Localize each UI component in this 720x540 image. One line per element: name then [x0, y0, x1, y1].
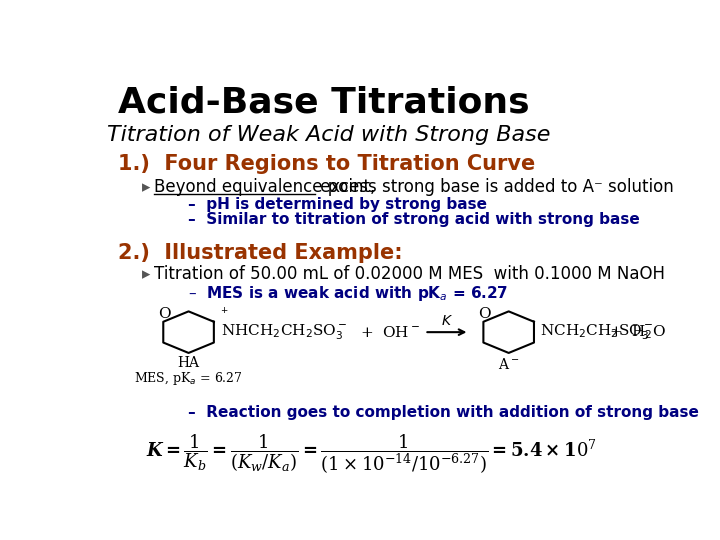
- Text: HA: HA: [178, 356, 199, 370]
- Text: +  H$_2$O: + H$_2$O: [609, 323, 666, 341]
- Text: –  Similar to titration of strong acid with strong base: – Similar to titration of strong acid wi…: [188, 212, 639, 227]
- Text: ▸: ▸: [142, 265, 150, 283]
- Text: Titration of 50.00 mL of 0.02000 M MES  with 0.1000 M NaOH: Titration of 50.00 mL of 0.02000 M MES w…: [154, 265, 665, 283]
- Text: excess strong base is added to A⁻ solution: excess strong base is added to A⁻ soluti…: [315, 178, 673, 196]
- Text: 2.)  Illustrated Example:: 2.) Illustrated Example:: [118, 243, 402, 263]
- Text: O: O: [478, 307, 491, 321]
- Text: NHCH$_2$CH$_2$SO$_3^-$: NHCH$_2$CH$_2$SO$_3^-$: [220, 322, 347, 342]
- Text: +  OH$^-$: + OH$^-$: [360, 325, 420, 340]
- Text: –  Reaction goes to completion with addition of strong base: – Reaction goes to completion with addit…: [188, 405, 698, 420]
- Text: 1.)  Four Regions to Titration Curve: 1.) Four Regions to Titration Curve: [118, 154, 535, 174]
- Text: Acid-Base Titrations: Acid-Base Titrations: [118, 85, 529, 119]
- Text: O: O: [158, 307, 171, 321]
- Text: Beyond equivalence point,: Beyond equivalence point,: [154, 178, 376, 196]
- Text: NCH$_2$CH$_2$SO$_3^-$: NCH$_2$CH$_2$SO$_3^-$: [539, 322, 652, 342]
- Text: $^+$: $^+$: [219, 307, 229, 320]
- Text: ▸: ▸: [142, 178, 150, 196]
- Text: –  MES is a weak acid with pK$_a$ = 6.27: – MES is a weak acid with pK$_a$ = 6.27: [188, 284, 508, 302]
- Text: $K$: $K$: [441, 314, 453, 328]
- Text: –  pH is determined by strong base: – pH is determined by strong base: [188, 197, 487, 212]
- Text: Titration of Weak Acid with Strong Base: Titration of Weak Acid with Strong Base: [107, 125, 550, 145]
- Text: A$^-$: A$^-$: [498, 356, 519, 372]
- Text: $\boldsymbol{K = \dfrac{1}{K_b} = \dfrac{1}{(K_w/K_a)} = \dfrac{1}{(1\times10^{-: $\boldsymbol{K = \dfrac{1}{K_b} = \dfrac…: [145, 433, 596, 476]
- Text: MES, pK$_a$ = 6.27: MES, pK$_a$ = 6.27: [135, 370, 243, 387]
